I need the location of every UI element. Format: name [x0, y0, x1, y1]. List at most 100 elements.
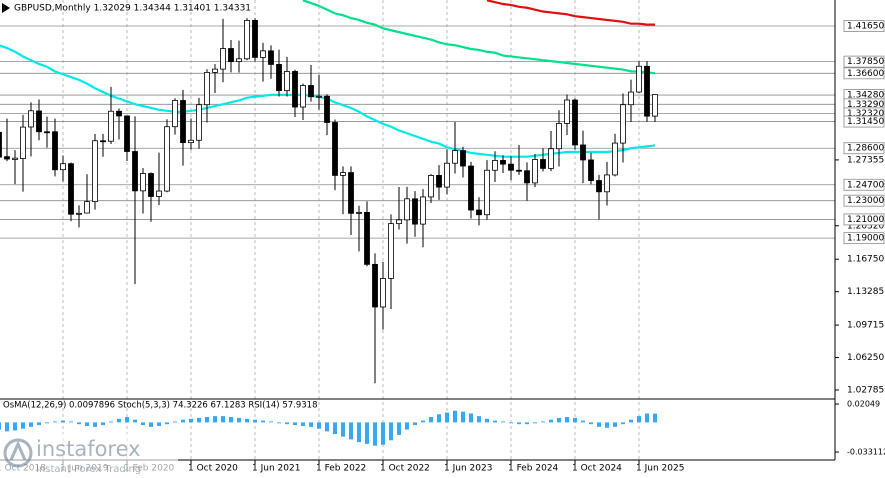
candle-body: [316, 95, 322, 98]
level-label: 1.36600: [847, 69, 884, 79]
osma-bar: [333, 422, 337, 435]
candle-body: [364, 211, 370, 265]
candle-body: [52, 131, 58, 171]
candle-body: [76, 212, 82, 215]
candle-body: [580, 144, 586, 161]
watermark-brand: instaforex: [36, 437, 141, 461]
candle-body: [588, 159, 594, 181]
osma-bar: [349, 422, 353, 440]
osma-bar: [197, 417, 201, 423]
y-tick-label: 1.06250: [847, 353, 884, 363]
osma-bar: [205, 417, 209, 423]
osma-bar: [637, 416, 641, 423]
level-label: 1.34280: [847, 91, 884, 101]
osma-bar: [253, 419, 257, 423]
candle-body: [4, 156, 10, 160]
osma-bar: [453, 410, 457, 423]
osma-bar: [557, 417, 561, 423]
candle-body: [244, 20, 250, 60]
osma-bar: [13, 422, 17, 431]
osma-bar: [0, 422, 1, 430]
grid-layer: [0, 0, 835, 460]
osma-bar: [533, 422, 537, 424]
candle-body: [332, 122, 338, 176]
osma-bar: [605, 422, 609, 428]
osma-bar: [293, 422, 297, 426]
candle-body: [436, 175, 442, 188]
candle-body: [444, 162, 450, 188]
osma-bar: [245, 418, 249, 423]
candle-body: [604, 174, 610, 193]
osma-bar: [317, 422, 321, 429]
osma-bar: [493, 420, 497, 423]
candle-body: [204, 71, 210, 106]
candle-body: [540, 159, 546, 169]
candle-body: [628, 91, 634, 106]
level-label-box: [843, 213, 885, 226]
candle-body: [132, 151, 138, 192]
candle-body: [108, 110, 114, 142]
osma-bar: [229, 417, 233, 423]
osma-bar: [341, 422, 345, 437]
candle-body: [532, 159, 538, 184]
candle-body: [212, 68, 218, 73]
osma-bar: [365, 422, 369, 444]
moving-average-line: [302, 0, 656, 75]
osma-bar: [189, 418, 193, 423]
candle-body: [372, 263, 378, 308]
osma-bar: [469, 413, 473, 423]
osma-bar: [101, 422, 105, 426]
candle-body: [124, 115, 130, 152]
osma-bar: [133, 419, 137, 423]
level-label: 1.32320: [847, 109, 884, 119]
indicator-y-tick-label: -0.033112: [847, 448, 885, 457]
candle-body: [196, 104, 202, 141]
osma-bar: [373, 422, 377, 446]
osma-bar: [445, 412, 449, 423]
y-tick-label: 1.20320: [847, 221, 884, 231]
x-tick-label: 1 Feb 2022: [316, 464, 366, 474]
level-label: 1.23000: [847, 196, 884, 206]
candle-body: [44, 131, 50, 134]
candle-body: [460, 150, 466, 167]
level-label: 1.28600: [847, 144, 884, 154]
osma-bar: [45, 422, 49, 424]
logo-ring: [3, 438, 33, 468]
osma-bar: [213, 416, 217, 423]
x-tick-label: 1 Oct 2024: [572, 464, 622, 474]
candle-body: [84, 201, 90, 214]
candle-body: [28, 110, 34, 128]
level-label-box: [843, 178, 885, 191]
level-label: 1.37850: [847, 57, 884, 67]
level-label-box: [843, 55, 885, 68]
logo-mark: [9, 440, 27, 461]
osma-bar: [109, 421, 113, 423]
candle-body: [340, 172, 346, 176]
y-tick-label: 1.02785: [847, 385, 884, 395]
candle-body: [292, 71, 298, 108]
osma-bar: [541, 421, 545, 423]
candle-body: [324, 95, 330, 123]
indicator-label: OsMA(12,26,9) 0.0097896 Stoch(5,3,3) 74.…: [3, 401, 317, 411]
osma-bar: [261, 420, 265, 423]
candle-body: [468, 165, 474, 211]
osma-bar: [381, 422, 385, 445]
osma-bar: [581, 420, 585, 423]
candle-body: [12, 157, 18, 160]
level-label-box: [843, 115, 885, 128]
osma-bar: [285, 422, 289, 425]
candle-body: [60, 163, 66, 171]
candle-body: [380, 278, 386, 308]
osma-bar: [85, 422, 89, 426]
osma-bar: [141, 422, 145, 426]
candle-body: [236, 58, 242, 63]
candle-body: [620, 104, 626, 144]
osma-bar: [549, 419, 553, 423]
watermark: instaforex Instant Forex Trading: [0, 433, 178, 478]
osma-bar: [157, 422, 161, 426]
moving-average-line: [486, 0, 655, 26]
osma-bar: [237, 417, 241, 423]
level-label: 1.21000: [847, 215, 884, 225]
candle-body: [300, 85, 306, 108]
